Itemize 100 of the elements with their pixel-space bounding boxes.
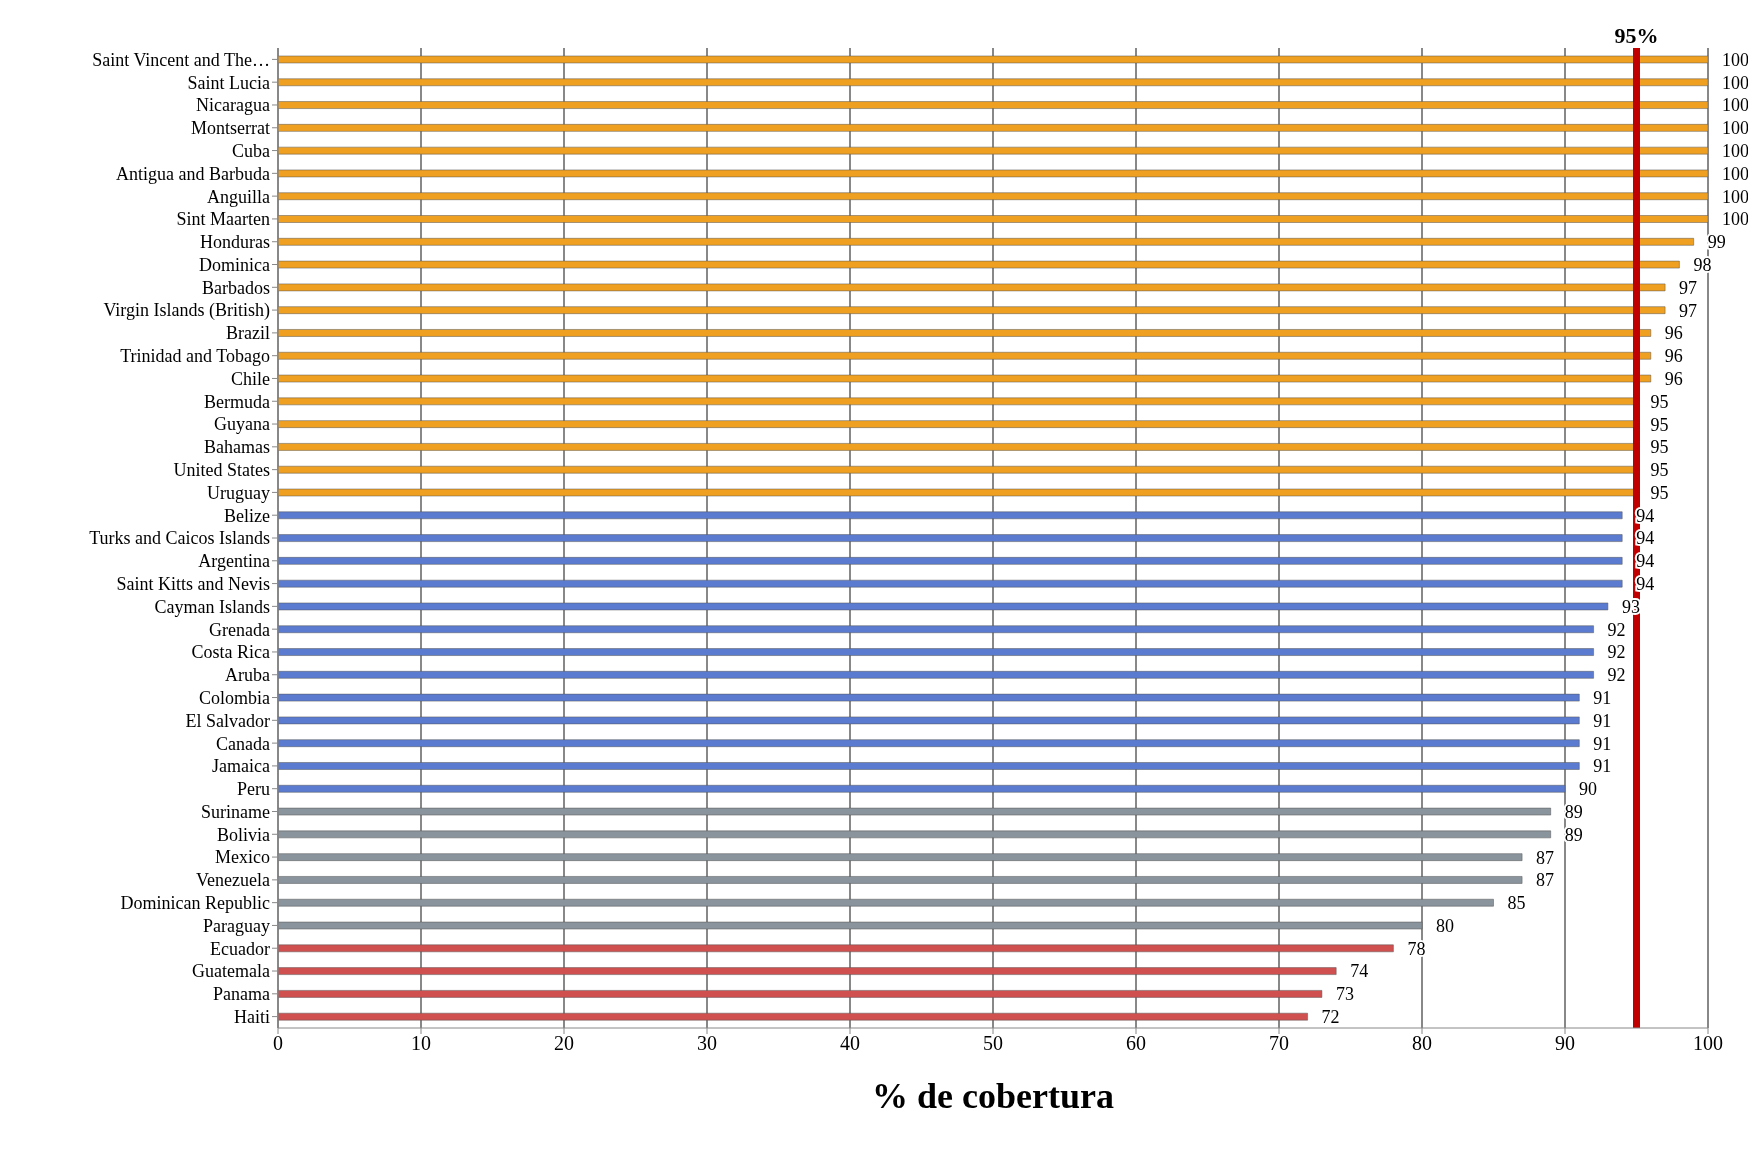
bar	[278, 602, 1609, 611]
data-label: 100	[1722, 163, 1749, 184]
x-tick-label: 50	[983, 1032, 1003, 1055]
y-tick-label: Bolivia	[217, 824, 271, 845]
x-tick-label: 0	[273, 1032, 283, 1055]
bar	[278, 306, 1666, 314]
y-tick-label: Dominica	[199, 254, 271, 275]
data-label: 72	[1321, 1007, 1340, 1028]
y-tick-label: Turks and Caicos Islands	[89, 528, 270, 549]
data-label: 95	[1650, 414, 1669, 435]
bar	[278, 260, 1680, 269]
y-tick-label: Argentina	[198, 551, 270, 572]
bar	[278, 329, 1652, 337]
bar	[278, 807, 1551, 816]
bar	[278, 1012, 1308, 1021]
bar	[278, 238, 1694, 246]
bar	[278, 78, 1708, 87]
data-label: 95	[1650, 460, 1669, 481]
bar	[278, 785, 1566, 793]
x-tick-label: 100	[1693, 1032, 1723, 1055]
bar	[278, 625, 1594, 633]
y-tick-label: Barbados	[202, 277, 270, 298]
data-label: 96	[1664, 346, 1683, 367]
y-tick-label: Saint Vincent and The…	[92, 49, 270, 70]
y-tick-label: Costa Rica	[191, 642, 270, 663]
y-tick-label: Peru	[237, 779, 270, 800]
y-tick-label: Uruguay	[207, 482, 270, 503]
bar	[278, 146, 1708, 155]
ref-line-label: 95%	[1614, 23, 1659, 48]
x-tick-label: 90	[1555, 1032, 1575, 1055]
y-tick-label: Guyana	[214, 414, 270, 435]
x-axis-title: % de cobertura	[872, 1076, 1114, 1116]
data-label: 74	[1350, 961, 1369, 982]
data-label: 97	[1679, 277, 1698, 298]
data-label: 91	[1593, 733, 1612, 754]
data-label: 97	[1679, 300, 1698, 321]
data-label: 95	[1650, 391, 1669, 412]
y-tick-label: Canada	[216, 733, 270, 754]
y-tick-label: Antigua and Barbuda	[116, 163, 270, 184]
y-tick-label: Cayman Islands	[154, 596, 270, 617]
data-label: 92	[1607, 619, 1626, 640]
y-tick-label: Dominican Republic	[120, 893, 271, 914]
bar	[278, 557, 1623, 565]
bar	[278, 124, 1708, 132]
x-tick-label: 40	[840, 1032, 860, 1055]
y-tick-label: Jamaica	[212, 756, 271, 777]
bar	[278, 944, 1394, 953]
data-label: 89	[1564, 824, 1583, 845]
data-label: 100	[1722, 72, 1749, 93]
data-label: 99	[1707, 232, 1726, 253]
bar	[278, 511, 1623, 520]
bar	[278, 876, 1523, 884]
x-tick-label: 70	[1269, 1032, 1289, 1055]
y-tick-label: Brazil	[226, 323, 270, 344]
bar	[278, 579, 1623, 588]
data-label: 73	[1335, 984, 1354, 1005]
bar	[278, 762, 1580, 770]
bar	[278, 215, 1708, 223]
data-label: 100	[1722, 209, 1749, 230]
bar	[278, 192, 1708, 200]
x-tick-label: 60	[1126, 1032, 1146, 1055]
bar	[278, 352, 1652, 360]
y-tick-label: Saint Lucia	[187, 72, 270, 93]
y-tick-label: Venezuela	[196, 870, 271, 891]
data-label: 100	[1722, 186, 1749, 207]
bar	[278, 967, 1337, 975]
data-label: 80	[1436, 915, 1454, 936]
bar	[278, 693, 1580, 702]
data-label: 91	[1593, 688, 1612, 709]
x-tick-label: 10	[411, 1032, 431, 1055]
x-tick-label: 30	[697, 1032, 717, 1055]
y-tick-label: Suriname	[201, 801, 270, 822]
bar	[278, 374, 1652, 383]
y-tick-label: Sint Maarten	[176, 209, 270, 230]
y-tick-label: Panama	[213, 984, 271, 1005]
data-label: 96	[1664, 323, 1683, 344]
y-tick-label: Trinidad and Tobago	[120, 346, 270, 367]
data-label: 96	[1664, 368, 1683, 389]
data-label: 90	[1579, 779, 1597, 800]
data-label: 95	[1650, 437, 1669, 458]
bar	[278, 283, 1666, 292]
data-label: 95	[1650, 482, 1669, 503]
y-tick-label: Bermuda	[204, 391, 271, 412]
y-tick-label: El Salvador	[185, 710, 270, 731]
bar	[278, 55, 1708, 64]
data-label: 91	[1593, 710, 1612, 731]
bar	[278, 853, 1523, 861]
data-label: 85	[1507, 893, 1526, 914]
y-tick-label: Virgin Islands (British)	[103, 300, 270, 322]
y-tick-label: Mexico	[215, 847, 270, 868]
y-tick-label: Grenada	[209, 619, 270, 640]
y-tick-label: Aruba	[225, 665, 271, 686]
bar	[278, 534, 1623, 542]
bar	[278, 101, 1708, 109]
bar	[278, 648, 1594, 656]
y-tick-label: United States	[173, 460, 270, 481]
data-label: 100	[1722, 49, 1749, 70]
bar	[278, 990, 1323, 998]
data-label: 92	[1607, 642, 1626, 663]
bar	[278, 169, 1708, 178]
